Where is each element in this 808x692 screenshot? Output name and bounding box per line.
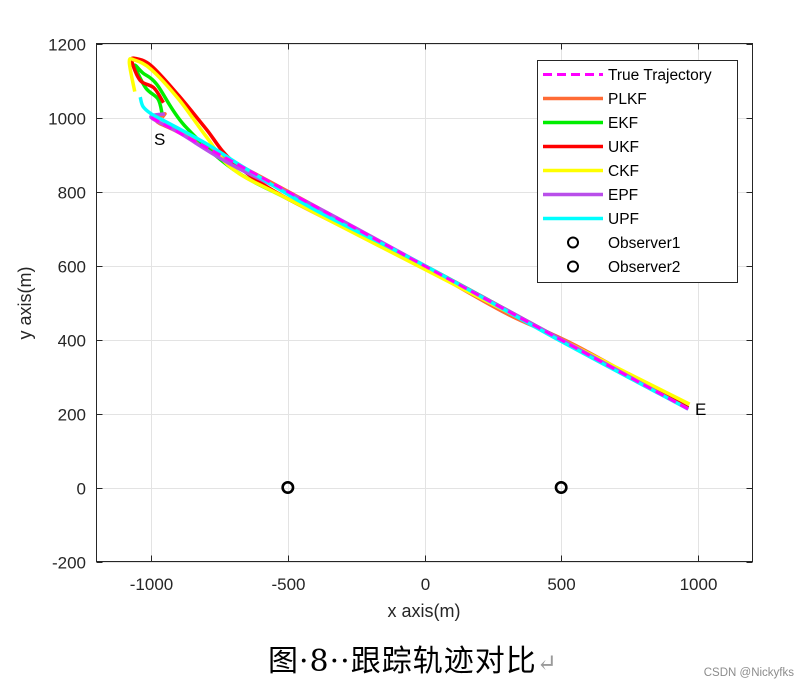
legend: True Trajectory PLKF EKF UKF CKF EPF UPF Observ… <box>537 60 738 283</box>
caption-prefix: 图 <box>268 644 299 679</box>
legend-item: Observer1 <box>567 235 680 252</box>
start-label: S <box>154 130 165 149</box>
legend-label: UPF <box>608 211 639 228</box>
caption-number: ·8·· <box>299 644 351 679</box>
x-tick-label: -500 <box>271 575 305 594</box>
end-label: E <box>695 400 706 419</box>
x-tick-label: -1000 <box>130 575 173 594</box>
legend-label: EPF <box>608 187 638 204</box>
x-tick-label: 500 <box>547 575 575 594</box>
legend-label: PLKF <box>608 91 647 108</box>
legend-label: UKF <box>608 139 639 156</box>
x-tick-label: 0 <box>421 575 430 594</box>
marker-observer2-icon <box>554 480 568 494</box>
x-axis-label: x axis(m) <box>388 601 461 621</box>
observer-markers <box>281 480 568 494</box>
series-layer <box>127 56 691 412</box>
y-tick-label: 400 <box>58 332 86 351</box>
marker-observer1-icon <box>281 480 295 494</box>
y-tick-label: -200 <box>52 554 86 573</box>
legend-marker-icon <box>567 236 579 249</box>
series-true-trajectory <box>150 116 691 412</box>
legend-item: True Trajectory <box>543 67 712 84</box>
legend-item: CKF <box>543 163 639 180</box>
x-tick-labels: -1000 -500 0 500 1000 <box>130 575 718 594</box>
legend-item: EPF <box>543 187 638 204</box>
y-tick-label: 200 <box>58 406 86 425</box>
legend-label: EKF <box>608 115 638 132</box>
x-tick-label: 1000 <box>680 575 718 594</box>
legend-label: True Trajectory <box>608 67 712 84</box>
legend-label: Observer1 <box>608 235 680 252</box>
axes-box <box>96 43 753 562</box>
y-tick-label: 1000 <box>48 110 86 129</box>
legend-item: UKF <box>543 139 639 156</box>
watermark: CSDN @Nickyfks <box>703 667 794 679</box>
legend-label: Observer2 <box>608 259 680 276</box>
legend-item: UPF <box>543 211 639 228</box>
legend-item: EKF <box>543 115 638 132</box>
legend-marker-icon <box>567 260 579 273</box>
caption-text: 跟踪轨迹对比 <box>350 644 537 679</box>
legend-item: Observer2 <box>567 259 680 276</box>
y-tick-labels: -200 0 200 400 600 800 1000 1200 <box>48 36 86 573</box>
legend-item: PLKF <box>543 91 647 108</box>
y-tick-label: 0 <box>77 480 86 499</box>
y-axis-label: y axis(m) <box>15 267 35 340</box>
return-mark-icon: ↵ <box>536 649 558 677</box>
axis-ticks <box>96 43 753 563</box>
legend-label: CKF <box>608 163 639 180</box>
y-tick-label: 800 <box>58 184 86 203</box>
figure-caption: 图·8··跟踪轨迹对比↵ <box>268 636 558 680</box>
y-tick-label: 1200 <box>48 36 86 55</box>
y-tick-label: 600 <box>58 258 86 277</box>
